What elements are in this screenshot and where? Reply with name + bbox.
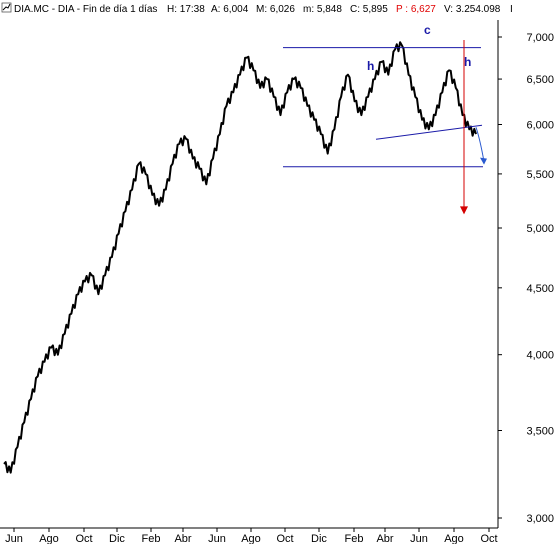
label-shoulder-right: h: [464, 55, 471, 69]
header-symbol: DIA.MC - DIA - Fin de día 1 días: [14, 4, 157, 15]
header-low: m: 5,848: [303, 4, 342, 15]
y-ticks: 7,000 6,500 6,000 5,500 5,000 4,500 4,000 3,500…: [498, 32, 554, 525]
x-tick-label: Oct: [480, 533, 497, 544]
x-tick-label: Ago: [444, 533, 464, 544]
x-tick-label: Abr: [376, 533, 393, 544]
header-tail: I: [510, 4, 513, 15]
label-shoulder-left: h: [367, 59, 374, 73]
header-volume: V: 3.254.098: [444, 4, 501, 15]
label-head-c: c: [424, 23, 431, 37]
header-open: A: 6,004: [211, 4, 249, 15]
y-tick-label: 4,000: [526, 350, 554, 362]
x-tick-label: Ago: [241, 533, 261, 544]
x-tick-label: Dic: [311, 533, 327, 544]
chart-header: DIA.MC - DIA - Fin de día 1 días H: 17:3…: [1, 2, 513, 15]
y-tick-label: 5,500: [526, 169, 554, 181]
x-tick-label: Oct: [276, 533, 293, 544]
header-high: M: 6,026: [256, 4, 295, 15]
x-tick-label: Ago: [39, 533, 59, 544]
x-tick-label: Abr: [174, 533, 191, 544]
x-tick-label: Jun: [208, 533, 226, 544]
x-tick-label: Jun: [5, 533, 23, 544]
x-tick-label: Jun: [410, 533, 428, 544]
header-close: C: 5,895: [350, 4, 388, 15]
header-time: H: 17:38: [167, 4, 205, 15]
y-tick-label: 4,500: [526, 283, 554, 295]
x-tick-label: Feb: [345, 533, 364, 544]
x-tick-label: Feb: [142, 533, 161, 544]
y-tick-label: 7,000: [526, 32, 554, 44]
projection-arrow: [475, 127, 485, 162]
chart-arrow-icon: [1, 2, 12, 13]
x-ticks: Jun Ago Oct Dic Feb Abr Jun Ago Oct Dic Feb Abr Jun A…: [5, 528, 498, 544]
target-arrow-head: [460, 206, 468, 215]
header-p: P : 6,627: [396, 4, 436, 15]
projection-arrow-head: [480, 157, 487, 165]
price-series-line: [3, 41, 477, 474]
y-tick-label: 3,500: [526, 425, 554, 437]
y-tick-label: 3,000: [526, 513, 554, 525]
y-tick-label: 6,500: [526, 74, 554, 86]
x-tick-label: Dic: [109, 533, 125, 544]
y-tick-label: 5,000: [526, 223, 554, 235]
x-tick-label: Oct: [75, 533, 92, 544]
y-tick-label: 6,000: [526, 120, 554, 132]
